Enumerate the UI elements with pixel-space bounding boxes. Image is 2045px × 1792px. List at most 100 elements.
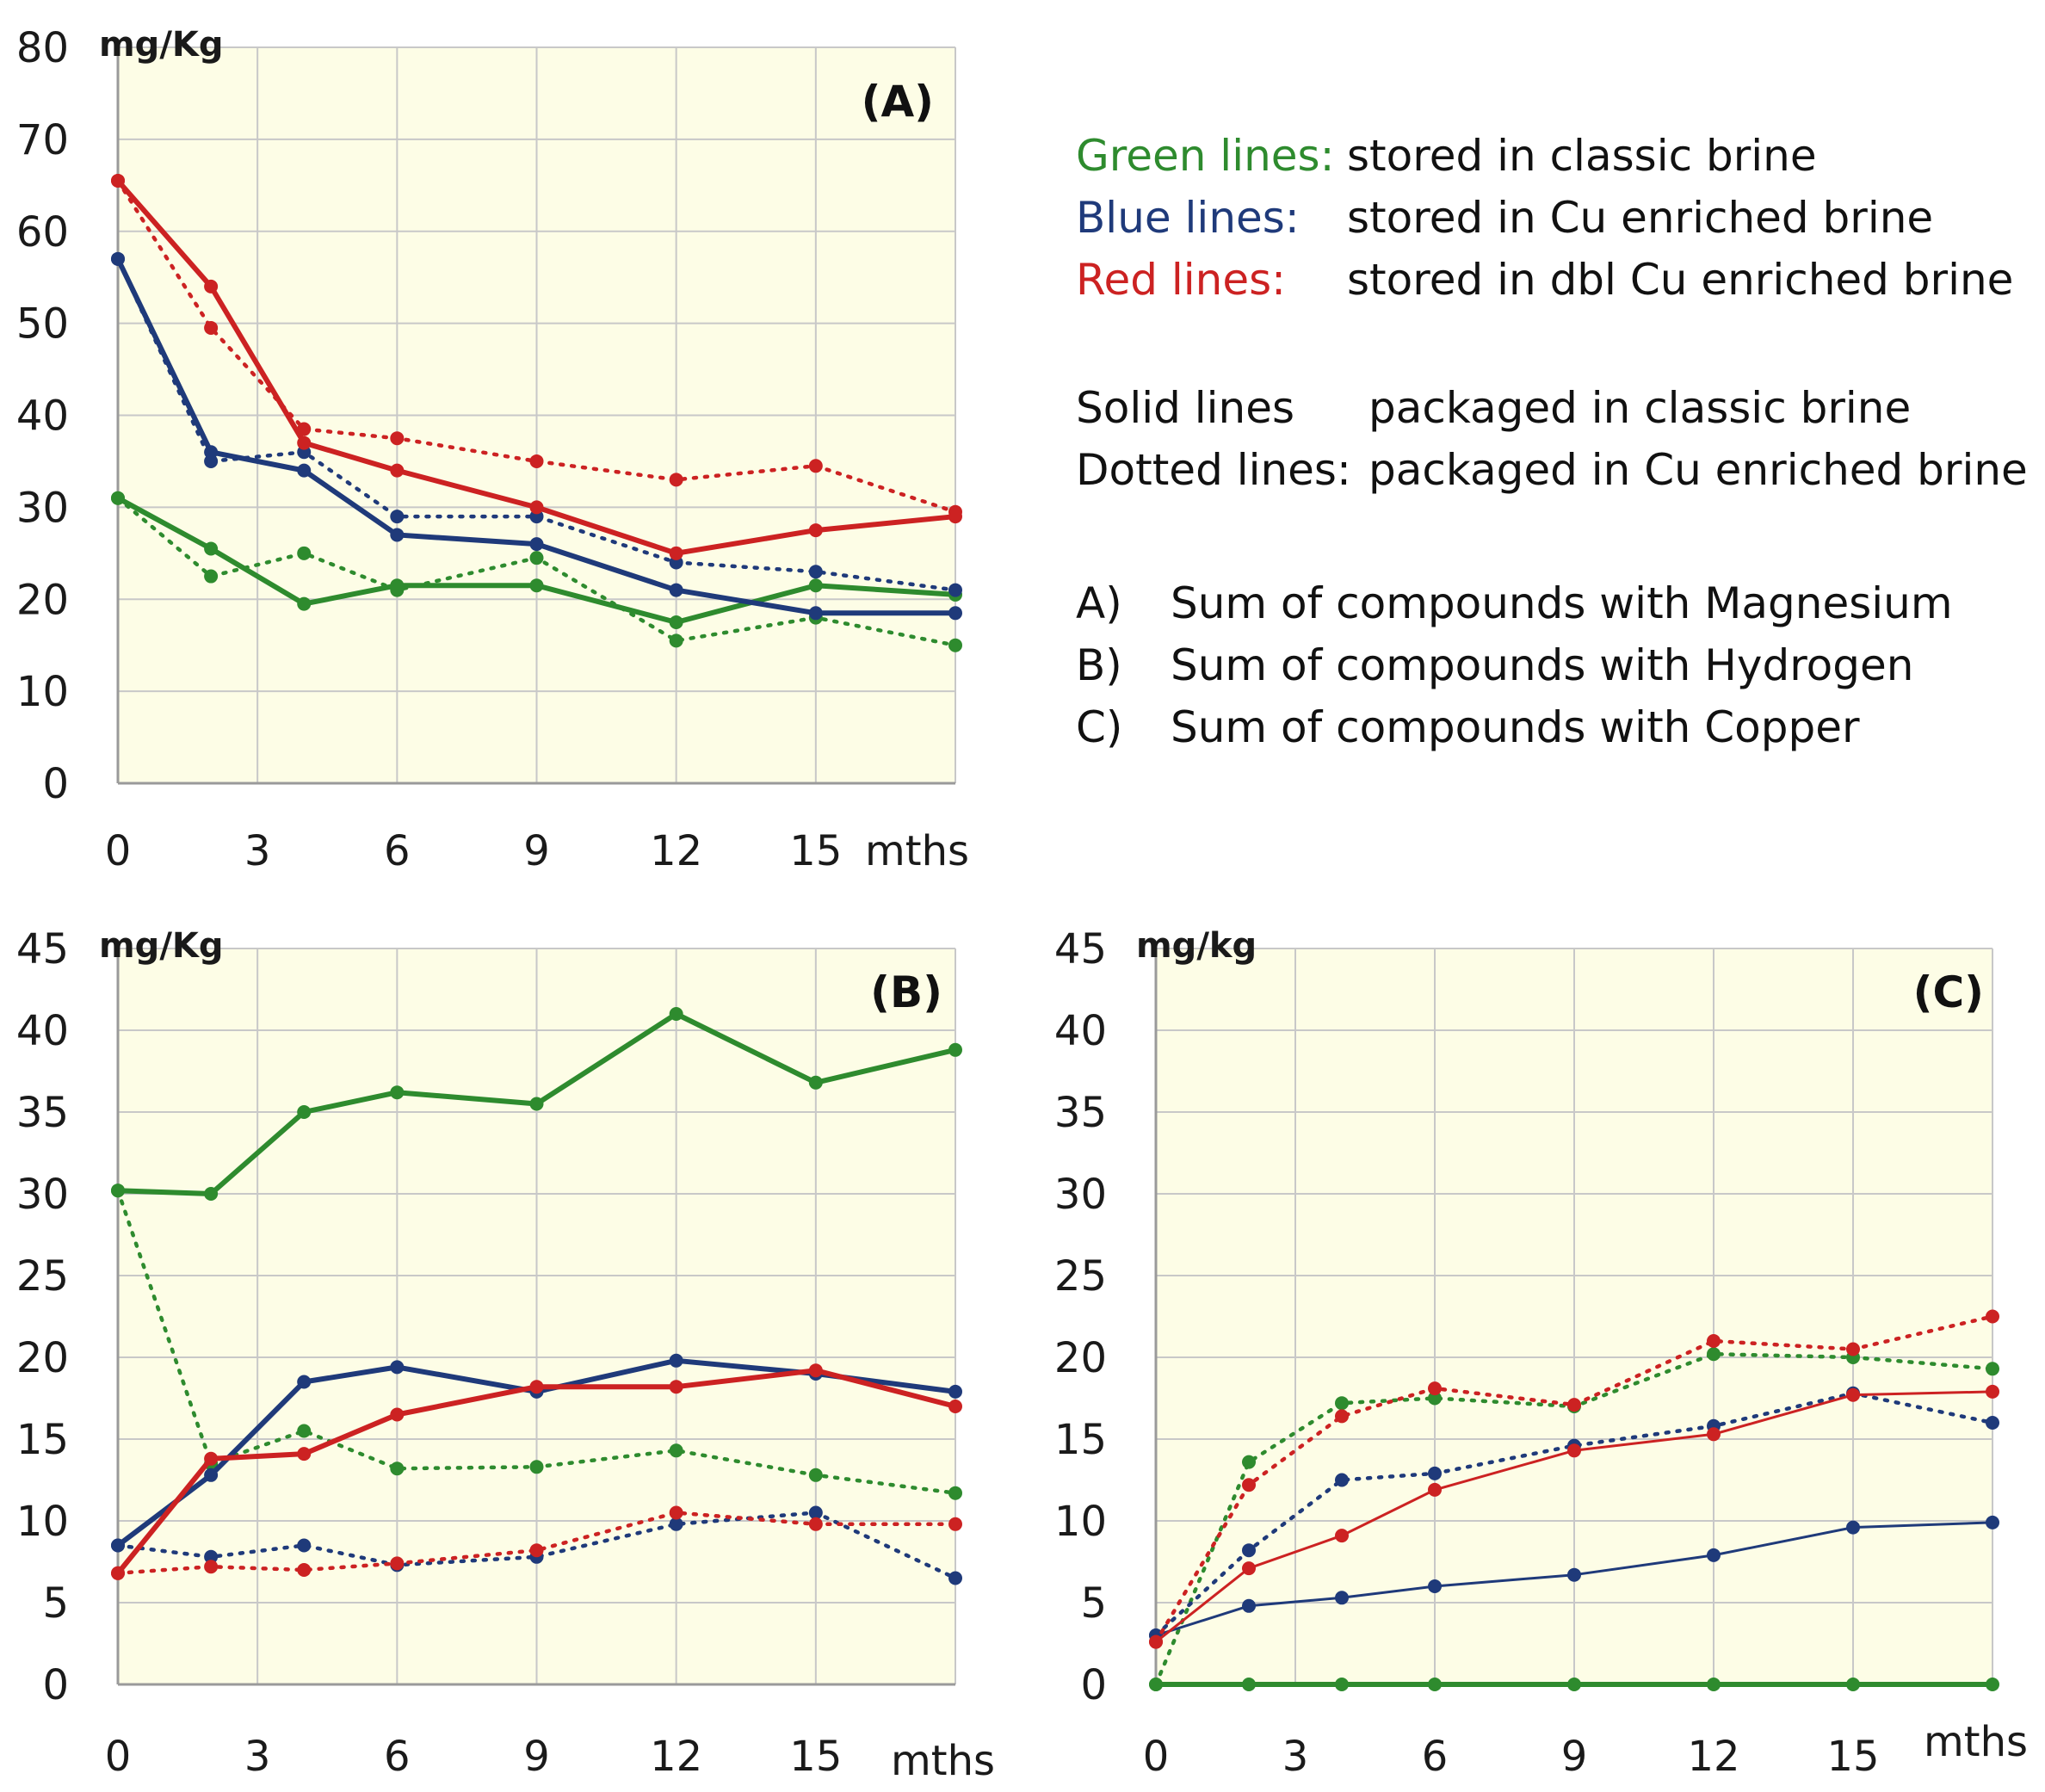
data-point-red-solid bbox=[1846, 1387, 1860, 1402]
data-point-red-dotted bbox=[297, 422, 312, 436]
data-point-red-dotted bbox=[204, 320, 219, 335]
data-point-blue-dotted bbox=[948, 1571, 962, 1585]
data-point-green-solid bbox=[1242, 1678, 1256, 1691]
y-tick-label: 60 bbox=[16, 208, 69, 256]
y-tick-label: 15 bbox=[16, 1416, 69, 1464]
data-point-blue-solid bbox=[1846, 1520, 1860, 1535]
data-point-red-solid bbox=[1986, 1384, 1999, 1399]
legend-text-a: Sum of compounds with Magnesium bbox=[1171, 578, 1953, 628]
series-line-green-dotted bbox=[1153, 1351, 1995, 1687]
data-point-red-solid bbox=[1335, 1529, 1349, 1543]
data-point-red-dotted bbox=[808, 459, 823, 473]
data-point-red-solid bbox=[948, 1400, 962, 1413]
data-point-green-solid bbox=[529, 1097, 544, 1111]
x-tick-label: 15 bbox=[1826, 1733, 1879, 1781]
data-point-green-dotted bbox=[1428, 1391, 1442, 1406]
data-point-red-solid bbox=[204, 1451, 219, 1466]
series-line-green-dotted bbox=[115, 496, 958, 647]
y-tick-label: 5 bbox=[1080, 1579, 1107, 1628]
y-tick-label: 0 bbox=[42, 760, 69, 808]
y-tick-label: 20 bbox=[16, 1334, 69, 1382]
y-tick-label: 25 bbox=[16, 1252, 69, 1301]
data-point-green-dotted bbox=[529, 551, 544, 565]
y-tick-label: 0 bbox=[1080, 1661, 1107, 1709]
data-point-green-dotted bbox=[1335, 1396, 1349, 1411]
y-tick-label: 35 bbox=[16, 1089, 69, 1137]
data-point-red-solid bbox=[529, 500, 544, 515]
data-point-green-solid bbox=[669, 1007, 683, 1021]
data-point-blue-dotted bbox=[669, 1517, 683, 1531]
data-point-green-solid bbox=[1567, 1678, 1581, 1691]
legend-text-c: Sum of compounds with Copper bbox=[1171, 702, 1860, 752]
legend-key-blue: Blue lines: bbox=[1076, 193, 1300, 243]
x-tick-label: 6 bbox=[1422, 1733, 1449, 1781]
data-point-green-dotted bbox=[948, 1486, 962, 1500]
data-point-blue-solid bbox=[297, 1375, 312, 1389]
legend-style-block: Solid lines packaged in classic brine Dot… bbox=[1076, 377, 2028, 501]
data-point-blue-dotted bbox=[1335, 1473, 1349, 1487]
series-line-blue-dotted bbox=[115, 256, 958, 592]
data-point-red-solid bbox=[390, 1407, 405, 1422]
x-tick-label: 3 bbox=[244, 1733, 271, 1781]
data-point-red-dotted bbox=[1707, 1334, 1721, 1348]
legend-text-red: stored in dbl Cu enriched brine bbox=[1347, 255, 2014, 305]
legend-text-blue: stored in Cu enriched brine bbox=[1347, 193, 1934, 243]
data-point-red-dotted bbox=[1567, 1398, 1581, 1412]
series-line-red-dotted bbox=[115, 1511, 958, 1576]
data-point-red-dotted bbox=[1335, 1409, 1349, 1424]
data-point-red-dotted bbox=[948, 1517, 962, 1531]
legend-row-dotted: Dotted lines: packaged in Cu enriched bri… bbox=[1076, 439, 2028, 501]
y-tick-label: 40 bbox=[16, 1007, 69, 1055]
data-point-blue-solid bbox=[390, 1360, 405, 1375]
data-point-blue-solid bbox=[1242, 1598, 1256, 1613]
y-tick-label: 0 bbox=[42, 1661, 69, 1709]
data-point-green-solid bbox=[204, 541, 219, 556]
data-point-red-solid bbox=[808, 1363, 823, 1378]
data-point-green-dotted bbox=[1149, 1678, 1163, 1691]
x-tick-label: 0 bbox=[105, 827, 132, 875]
data-point-green-solid bbox=[808, 1075, 823, 1090]
data-point-blue-dotted bbox=[948, 583, 962, 597]
data-point-blue-dotted bbox=[808, 1505, 823, 1520]
series-line-red-solid bbox=[115, 1368, 958, 1576]
data-point-red-dotted bbox=[529, 454, 544, 468]
data-point-red-solid bbox=[1567, 1443, 1581, 1458]
data-point-blue-dotted bbox=[111, 251, 125, 266]
data-point-green-solid bbox=[1428, 1678, 1442, 1691]
legend-key-red: Red lines: bbox=[1076, 255, 1287, 305]
data-point-blue-solid bbox=[204, 1468, 219, 1482]
data-point-blue-solid bbox=[297, 463, 312, 478]
legend-key-b: B) bbox=[1076, 640, 1122, 690]
legend-key-dotted: Dotted lines: bbox=[1076, 445, 1351, 495]
x-tick-label: 12 bbox=[1687, 1733, 1739, 1781]
data-point-red-dotted bbox=[669, 473, 683, 487]
y-tick-label: 5 bbox=[42, 1579, 69, 1628]
y-tick-label: 40 bbox=[1054, 1007, 1107, 1055]
y-tick-label: 45 bbox=[1054, 925, 1107, 973]
data-point-green-dotted bbox=[111, 491, 125, 505]
data-point-green-solid bbox=[1986, 1678, 1999, 1691]
y-tick-label: 40 bbox=[16, 392, 69, 441]
x-axis-label: mths bbox=[1924, 1718, 2028, 1766]
x-tick-label: 6 bbox=[384, 827, 411, 875]
data-point-blue-dotted bbox=[808, 565, 823, 579]
data-point-red-dotted bbox=[390, 1556, 405, 1571]
data-point-blue-dotted bbox=[204, 1549, 219, 1564]
series-line-blue-solid bbox=[115, 256, 958, 616]
data-point-blue-dotted bbox=[1242, 1543, 1256, 1558]
data-point-red-solid bbox=[669, 546, 683, 560]
legend-text-dotted: packaged in Cu enriched brine bbox=[1368, 445, 2028, 495]
data-point-green-solid bbox=[204, 1187, 219, 1201]
series-line-blue-dotted bbox=[1153, 1391, 1995, 1638]
data-point-red-dotted bbox=[529, 1543, 544, 1558]
data-point-blue-dotted bbox=[111, 1538, 125, 1553]
data-point-green-dotted bbox=[390, 1461, 405, 1476]
data-point-red-dotted bbox=[1428, 1381, 1442, 1396]
x-tick-label: 0 bbox=[105, 1733, 132, 1781]
y-tick-label: 50 bbox=[16, 300, 69, 349]
y-axis-label: mg/Kg bbox=[99, 25, 224, 65]
legend-text-b: Sum of compounds with Hydrogen bbox=[1171, 640, 1914, 690]
data-point-green-dotted bbox=[111, 1183, 125, 1198]
data-point-red-dotted bbox=[204, 1560, 219, 1574]
